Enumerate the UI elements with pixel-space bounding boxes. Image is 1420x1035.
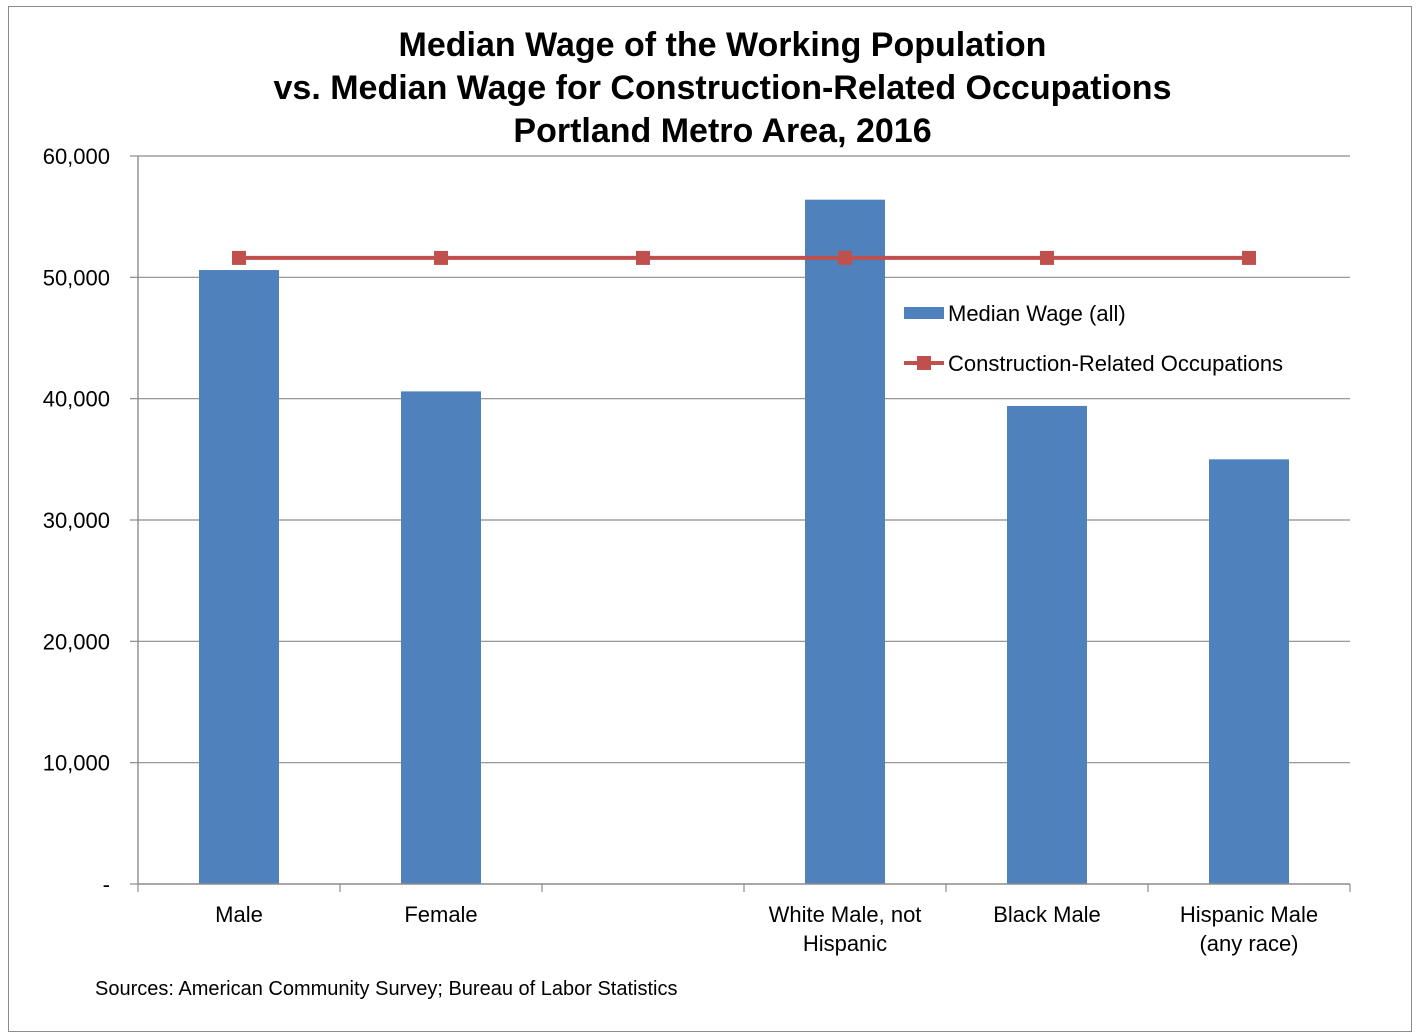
- x-tick-label: White Male, not: [769, 902, 922, 927]
- y-tick-label: 10,000: [43, 751, 110, 776]
- chart-title-line-1: Median Wage of the Working Population: [398, 26, 1047, 64]
- line-marker: [1242, 250, 1256, 265]
- x-tick-label: Female: [404, 902, 477, 927]
- x-tick-label: Male: [215, 902, 263, 927]
- bar: [805, 199, 885, 884]
- source-note: Sources: American Community Survey; Bure…: [95, 978, 678, 1000]
- legend-swatch-marker: [917, 356, 931, 370]
- gridlines: [138, 155, 1350, 764]
- y-tick-label: 20,000: [43, 629, 110, 654]
- line-marker: [838, 250, 852, 265]
- bar-series: [199, 199, 1289, 884]
- x-tick-label: Black Male: [993, 902, 1101, 927]
- x-axis-tick-labels: Male Female White Male, not Hispanic Black M…: [215, 902, 1318, 956]
- x-tick-label: Hispanic Male: [1180, 902, 1318, 927]
- bar: [1007, 405, 1087, 884]
- line-marker: [232, 250, 246, 265]
- line-marker: [636, 250, 650, 265]
- line-series: [232, 250, 1256, 265]
- chart-title-line-3: Portland Metro Area, 2016: [513, 112, 932, 150]
- legend-label: Median Wage (all): [948, 301, 1126, 326]
- y-tick-label: -: [103, 872, 110, 897]
- x-tick-label: (any race): [1199, 931, 1298, 956]
- bar: [1209, 459, 1289, 884]
- legend-label: Construction-Related Occupations: [948, 351, 1283, 376]
- line-marker: [1040, 250, 1054, 265]
- axes: [130, 155, 1351, 892]
- legend: Median Wage (all) Construction-Related Oc…: [904, 301, 1283, 376]
- y-tick-label: 50,000: [43, 265, 110, 290]
- y-tick-label: 40,000: [43, 387, 110, 412]
- y-axis-tick-labels: - 10,000 20,000 30,000 40,000 50,000 60,000: [43, 144, 110, 897]
- legend-swatch-bar: [904, 307, 944, 319]
- bar: [401, 391, 481, 884]
- y-tick-label: 60,000: [43, 144, 110, 169]
- chart-title-line-2: vs. Median Wage for Construction-Related…: [273, 69, 1172, 107]
- bar: [199, 270, 279, 884]
- chart-title: Median Wage of the Working Population vs…: [0, 24, 1420, 153]
- x-tick-label: Hispanic: [803, 931, 887, 956]
- y-tick-label: 30,000: [43, 508, 110, 533]
- line-marker: [434, 250, 448, 265]
